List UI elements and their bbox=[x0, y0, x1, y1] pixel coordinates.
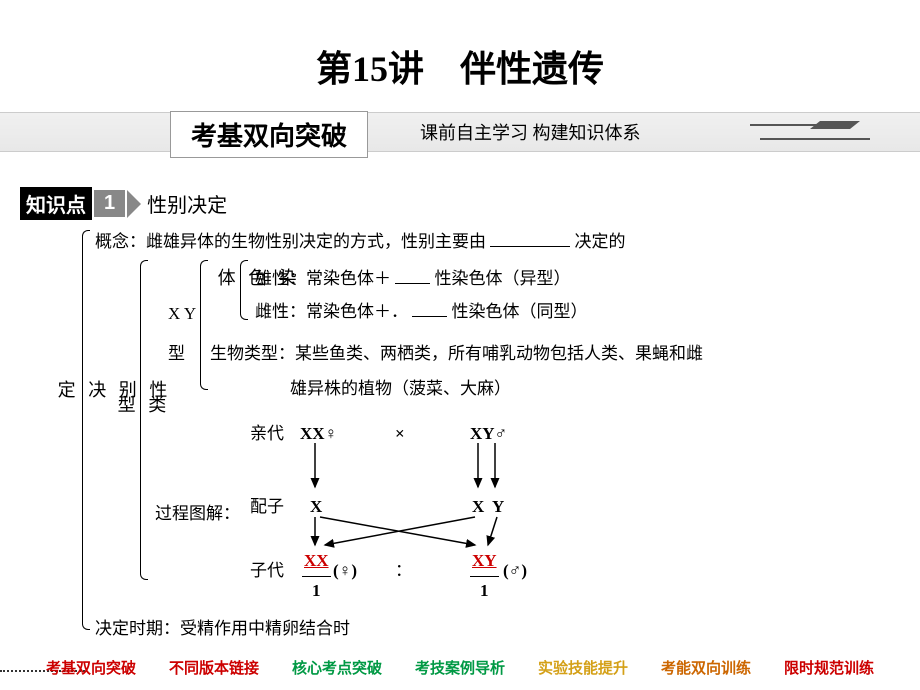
label-xy: X Y bbox=[168, 300, 196, 329]
nav-item-3[interactable]: 核心考点突破 bbox=[288, 655, 386, 680]
nav-item-5[interactable]: 实验技能提升 bbox=[534, 655, 632, 680]
section-subtitle: 课前自主学习 构建知识体系 bbox=[420, 119, 641, 145]
female-line: 雌性：常染色体＋． 性染色体（同型） bbox=[255, 298, 588, 327]
kp-number: 1 bbox=[94, 190, 125, 217]
biotype-line1: 生物类型：某些鱼类、两栖类，所有哺乳动物包括人类、果蝇和雌 bbox=[210, 340, 703, 369]
nav-item-2[interactable]: 不同版本链接 bbox=[165, 655, 263, 680]
nav-item-1[interactable]: 考基双向突破 bbox=[42, 655, 140, 680]
label-xy-type: 型 bbox=[168, 340, 185, 369]
concept-line: 概念：雌雄异体的生物性别决定的方式，性别主要由 决定的 bbox=[95, 228, 626, 257]
timing-line: 决定时期：受精作用中精卵结合时 bbox=[95, 615, 350, 644]
nav-item-7[interactable]: 限时规范训练 bbox=[780, 655, 878, 680]
nav-item-4[interactable]: 考技案例导析 bbox=[411, 655, 509, 680]
bracket-type bbox=[140, 260, 148, 580]
main-title: 第15讲 伴性遗传 bbox=[0, 40, 920, 92]
bracket-xy bbox=[200, 260, 208, 390]
kp-title: 性别决定 bbox=[147, 189, 227, 218]
title-area: 第15讲 伴性遗传 bbox=[0, 0, 920, 112]
section-decor-icon bbox=[750, 121, 870, 145]
section-title: 考基双向突破 bbox=[170, 111, 368, 158]
bracket-main bbox=[82, 230, 90, 630]
knowledge-point-header: 知识点 1 性别决定 bbox=[20, 187, 920, 220]
diagram-arrows bbox=[220, 425, 640, 575]
kp-arrow-icon bbox=[127, 190, 141, 218]
male-line: 雄性：常染色体＋ 性染色体（异型） bbox=[255, 265, 571, 294]
bottom-nav: 考基双向突破 不同版本链接 核心考点突破 考技案例导析 实验技能提升 考能双向训… bbox=[0, 650, 920, 685]
inheritance-diagram: 亲代 XX♀ × XY♂ 配子 X X Y 子代 XX1 (♀) ： XY1 (… bbox=[220, 425, 640, 570]
label-type: 类型 bbox=[110, 395, 171, 417]
kp-label: 知识点 bbox=[20, 187, 92, 220]
section-header: 考基双向突破 课前自主学习 构建知识体系 bbox=[0, 112, 920, 152]
biotype-line2: 雄异株的植物（菠菜、大麻） bbox=[290, 375, 511, 404]
nav-item-6[interactable]: 考能双向训练 bbox=[657, 655, 755, 680]
